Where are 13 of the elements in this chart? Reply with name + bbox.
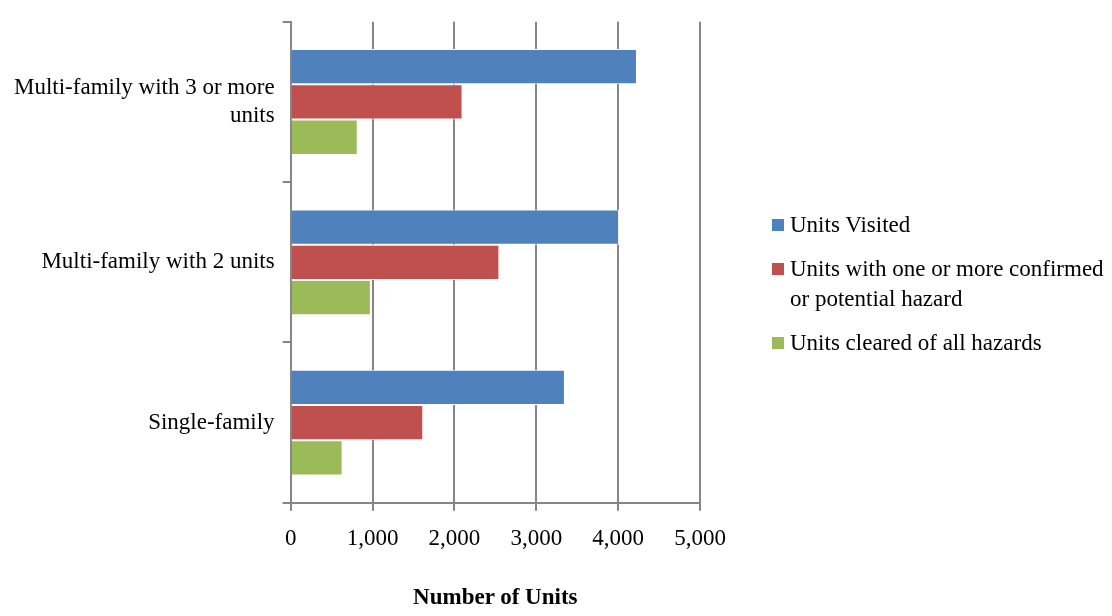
y-tick-label: Single-family [148,408,276,434]
legend-label: Units Visited [790,211,911,239]
legend-label: Units cleared of all hazards [790,329,1042,357]
x-tick-label: 5,000 [674,524,726,550]
x-tick-label: 2,000 [428,524,481,550]
x-tick-label: 0 [284,524,297,550]
y-tick-label: Multi-family with 3 or more units [13,74,275,127]
x-tick-label: 3,000 [510,524,563,550]
x-tick-label: 1,000 [346,524,399,550]
legend-label: Units with one or more confirmed or potential hazard [790,255,1105,313]
x-axis-title: Number of Units [413,584,578,610]
y-tick-label: Multi-family with 2 units [41,248,275,274]
x-tick-label: 4,000 [592,524,644,550]
